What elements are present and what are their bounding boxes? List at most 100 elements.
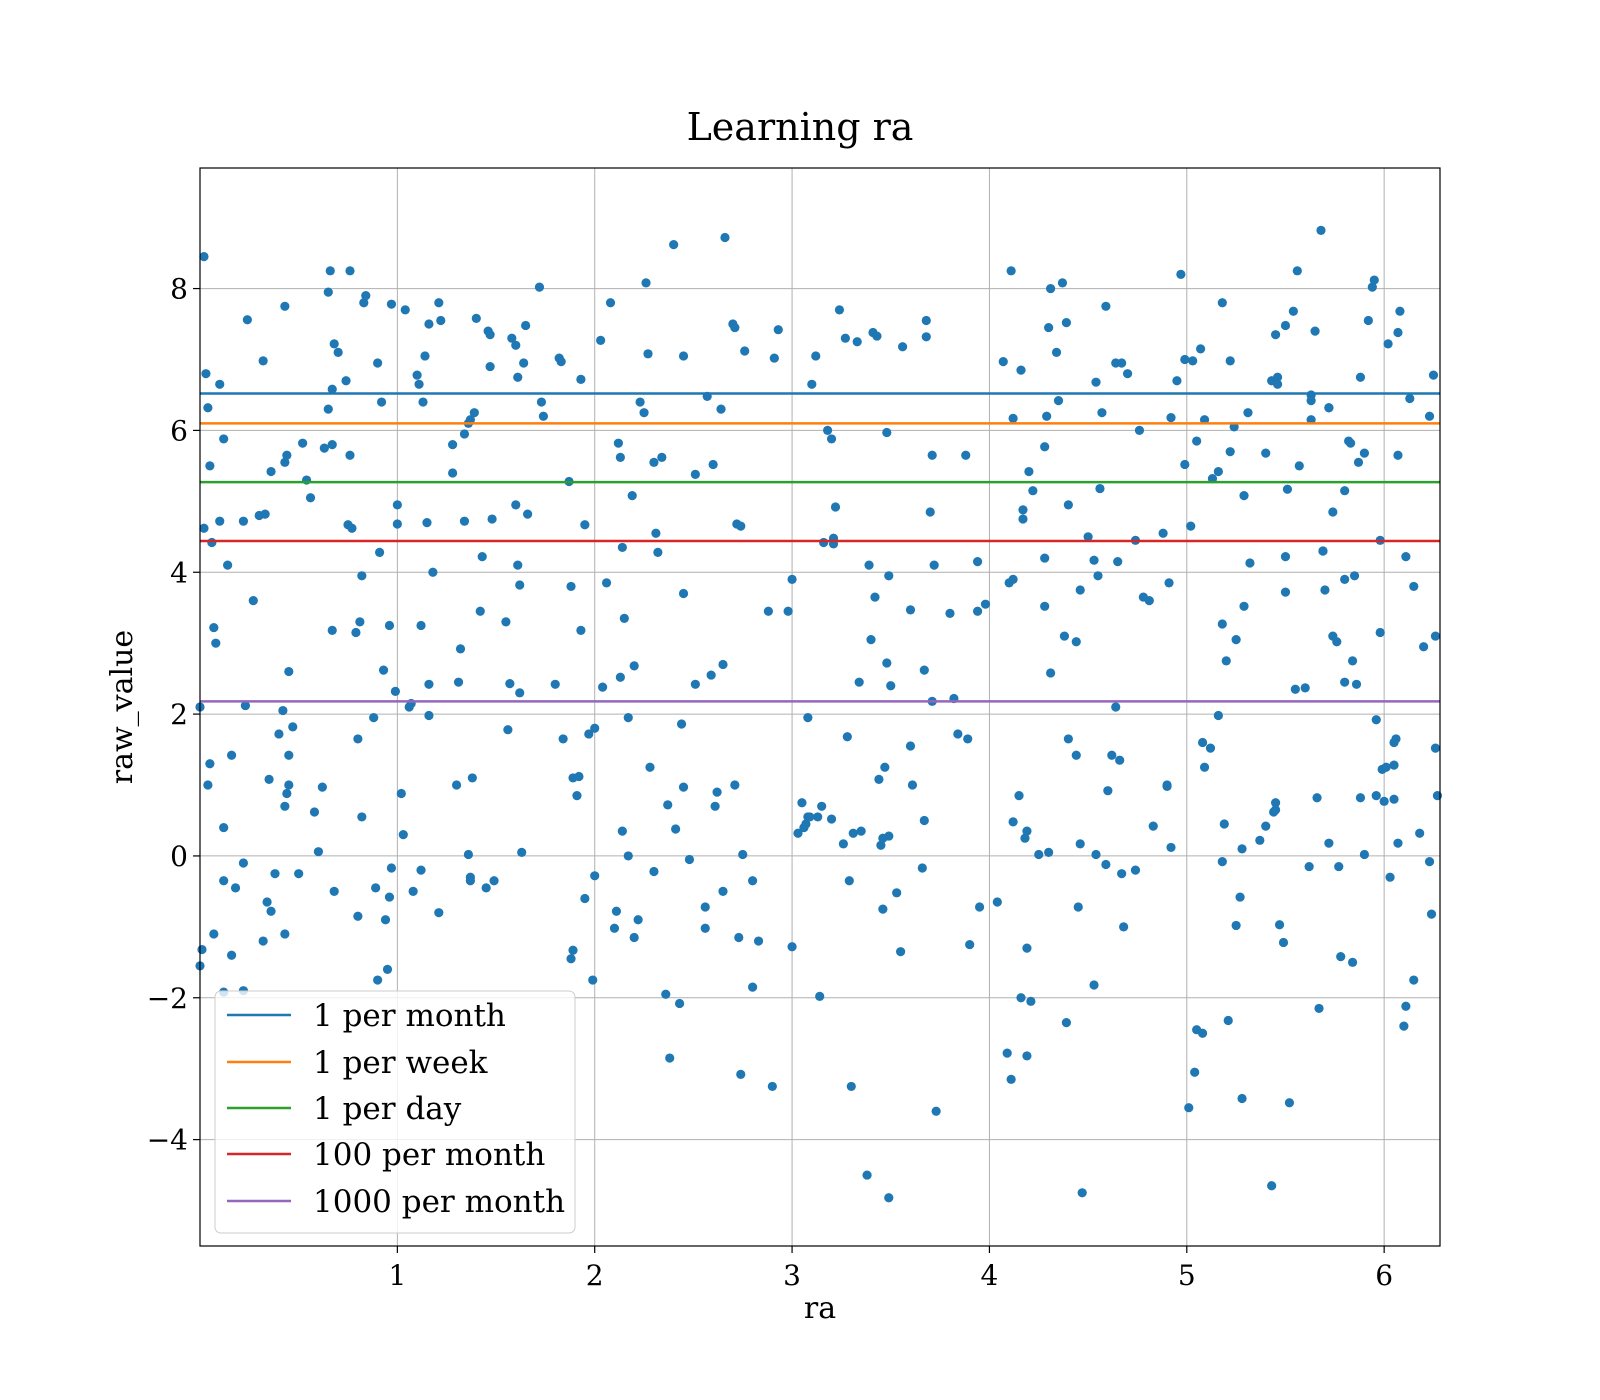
scatter-point <box>1020 833 1030 843</box>
scatter-point <box>1409 581 1419 592</box>
scatter-point <box>700 923 710 933</box>
scatter-point <box>1190 1067 1200 1077</box>
scatter-point <box>477 552 487 562</box>
scatter-point <box>736 521 746 531</box>
scatter-point <box>1040 601 1050 611</box>
scatter-point <box>854 677 864 687</box>
scatter-point <box>1405 393 1415 404</box>
scatter-point <box>1415 828 1425 838</box>
scatter-point <box>1107 750 1117 760</box>
scatter-point <box>623 713 633 723</box>
y-axis-label: raw_value <box>105 630 140 784</box>
scatter-point <box>353 911 363 921</box>
scatter-point <box>627 491 637 501</box>
scatter-point <box>1014 791 1024 801</box>
y-tick-label: 6 <box>170 414 188 447</box>
scatter-point <box>896 947 906 957</box>
scatter-point <box>323 287 333 297</box>
scatter-point <box>507 333 517 343</box>
scatter-point <box>653 547 663 557</box>
scatter-point <box>1192 436 1202 446</box>
scatter-point <box>323 404 333 414</box>
scatter-point <box>740 346 750 356</box>
scatter-point <box>590 723 600 733</box>
scatter-point <box>280 457 290 467</box>
scatter-point <box>872 331 882 341</box>
scatter-point <box>1349 571 1360 581</box>
scatter-point <box>1028 486 1038 496</box>
scatter-point <box>1040 442 1050 452</box>
scatter-point <box>1272 372 1283 382</box>
scatter-point <box>1158 528 1168 538</box>
scatter-point <box>1008 413 1018 423</box>
scatter-point <box>282 788 292 799</box>
scatter-point <box>278 705 288 716</box>
scatter-point <box>1223 1015 1233 1026</box>
scatter-point <box>1280 587 1291 597</box>
scatter-point <box>380 915 391 925</box>
scatter-point <box>453 677 464 687</box>
chart-title: Learning ra <box>687 105 914 149</box>
scatter-point <box>1184 1103 1194 1113</box>
scatter-point <box>1231 920 1241 931</box>
scatter-point <box>556 357 566 367</box>
scatter-point <box>1016 365 1026 375</box>
scatter-point <box>568 945 578 955</box>
scatter-point <box>1239 491 1249 501</box>
scatter-point <box>1371 715 1381 725</box>
scatter-point <box>521 320 531 331</box>
x-tick-label: 1 <box>388 1259 406 1292</box>
scatter-point <box>876 840 886 850</box>
scatter-point <box>1367 282 1377 292</box>
scatter-point <box>294 869 304 879</box>
scatter-point <box>203 780 213 790</box>
scatter-point <box>1180 354 1190 365</box>
scatter-point <box>801 819 811 829</box>
legend-label-1000-per-month: 1000 per month <box>313 1184 565 1220</box>
scatter-point <box>424 710 434 721</box>
scatter-point <box>1111 702 1121 712</box>
scatter-point <box>671 824 681 834</box>
scatter-point <box>1430 743 1441 753</box>
scatter-point <box>1278 937 1289 948</box>
scatter-point <box>1243 408 1253 418</box>
scatter-point <box>748 876 758 886</box>
scatter-point <box>1166 413 1176 423</box>
scatter-point <box>1353 457 1364 467</box>
scatter-point <box>1188 356 1198 366</box>
scatter-point <box>434 298 444 308</box>
scatter-point <box>623 851 633 861</box>
scatter-point <box>897 342 908 352</box>
scatter-point <box>1180 459 1190 470</box>
scatter-point <box>601 578 612 588</box>
legend: 1 per month 1 per week 1 per day 100 per… <box>214 990 576 1234</box>
scatter-point <box>1199 762 1210 772</box>
scatter-point <box>1051 347 1062 357</box>
scatter-point <box>1217 619 1227 629</box>
scatter-point <box>325 266 335 276</box>
scatter-point <box>846 1081 856 1092</box>
scatter-point <box>1375 627 1385 638</box>
scatter-point <box>1379 796 1389 806</box>
scatter-point <box>787 574 797 584</box>
scatter-point <box>327 384 337 394</box>
scatter-point <box>201 369 211 379</box>
scatter-point <box>1428 370 1439 380</box>
scatter-point <box>1280 552 1291 562</box>
scatter-point <box>242 315 252 325</box>
scatter-point <box>1424 411 1435 421</box>
scatter-point <box>513 372 523 382</box>
scatter-point <box>917 863 927 873</box>
scatter-point <box>669 239 679 250</box>
scatter-point <box>566 581 576 592</box>
scatter-point <box>258 356 268 366</box>
scatter-point <box>874 774 884 784</box>
scatter-point <box>834 305 845 315</box>
scatter-point <box>1186 521 1196 531</box>
scatter-point <box>1097 408 1107 418</box>
scatter-point <box>1115 755 1125 765</box>
scatter-point <box>830 502 841 512</box>
scatter-point <box>1359 448 1370 458</box>
scatter-point <box>678 782 689 792</box>
scatter-point <box>1164 578 1174 588</box>
